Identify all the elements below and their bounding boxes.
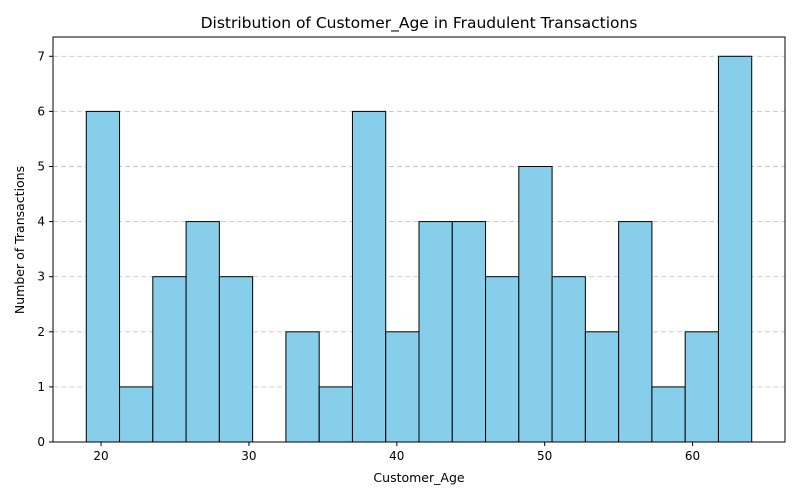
x-tick-label: 40 [389, 449, 404, 463]
x-tick-label: 50 [537, 449, 552, 463]
histogram-bar [717, 55, 753, 443]
histogram-bar [584, 331, 620, 443]
histogram-bar [451, 221, 487, 443]
x-axis-ticks: 20 30 40 50 60 [93, 442, 700, 463]
bars [85, 55, 753, 443]
y-tick-label: 5 [37, 159, 45, 173]
histogram-bar [85, 110, 121, 443]
histogram-bar [185, 221, 220, 443]
y-tick-label: 2 [37, 325, 45, 339]
y-tick-label: 4 [37, 215, 45, 229]
y-tick-label: 6 [37, 104, 45, 118]
histogram-bar [119, 386, 154, 443]
x-tick-label: 30 [241, 449, 256, 463]
y-axis-label: Number of Transactions [12, 166, 27, 314]
histogram-bar [385, 331, 420, 443]
histogram-bar [684, 331, 719, 443]
histogram-bar [318, 386, 353, 443]
plot-frame [52, 36, 786, 443]
y-tick-label: 3 [37, 270, 45, 284]
histogram-bar [618, 221, 653, 443]
y-tick-label: 7 [37, 49, 45, 63]
histogram-bar [551, 276, 586, 443]
histogram-bar [152, 276, 187, 443]
histogram-bar [518, 165, 553, 443]
y-tick-label: 0 [37, 435, 45, 449]
y-axis-ticks: 0 1 2 3 4 5 6 7 [37, 49, 53, 449]
x-tick-label: 60 [685, 449, 700, 463]
x-axis-label: Customer_Age [373, 470, 464, 485]
histogram-bar [485, 276, 520, 443]
histogram-bar [418, 221, 453, 443]
histogram-bar [651, 386, 686, 443]
x-tick-label: 20 [93, 449, 108, 463]
histogram-bar [351, 110, 387, 443]
histogram-bar [285, 331, 320, 443]
chart-title: Distribution of Customer_Age in Fraudule… [201, 14, 638, 33]
histogram-bar [218, 276, 254, 443]
y-tick-label: 1 [37, 380, 45, 394]
